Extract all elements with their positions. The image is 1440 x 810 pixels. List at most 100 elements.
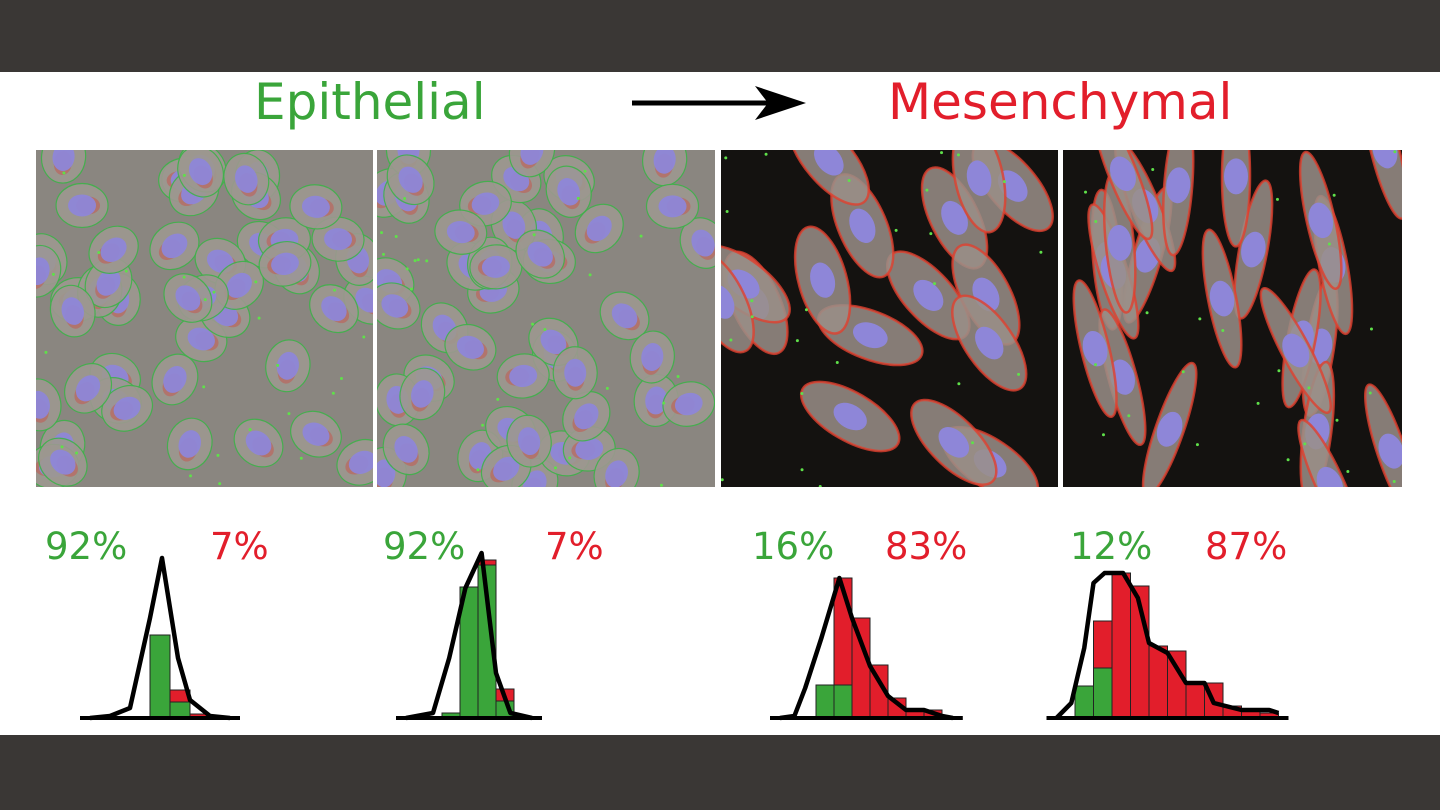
cell (951, 294, 1028, 392)
green-dot (729, 338, 733, 342)
nucleus (394, 435, 418, 463)
bar-red (851, 617, 871, 719)
green-dot (804, 308, 808, 312)
green-dot (1084, 190, 1088, 194)
nucleus (523, 470, 547, 487)
cell (290, 410, 342, 458)
nucleus (276, 351, 299, 380)
green-dot (405, 267, 409, 271)
green-dot (380, 231, 384, 235)
cell (36, 244, 62, 298)
green-dot (835, 360, 839, 364)
green-dot (1393, 150, 1397, 154)
cell (506, 414, 552, 468)
cell (233, 418, 284, 468)
nucleus (324, 228, 353, 251)
green-dot (531, 322, 535, 326)
green-dot (425, 259, 429, 263)
nucleus (941, 200, 968, 235)
nucleus (557, 178, 581, 206)
green-dot (248, 428, 252, 432)
cell (1092, 150, 1154, 241)
green-dot (216, 453, 220, 457)
cell (88, 225, 139, 274)
nucleus (691, 229, 715, 257)
cell (149, 221, 200, 271)
green-dot (956, 153, 960, 157)
nucleus (175, 285, 201, 311)
histograms (80, 550, 1289, 721)
green-dot (1145, 311, 1149, 315)
green-dot (847, 178, 851, 182)
nucleus (36, 257, 50, 286)
nucleus (1166, 167, 1191, 204)
micrograph-panel-4 (1063, 150, 1402, 487)
mesenchymal-title: Mesenchymal (888, 73, 1233, 131)
nucleus (1109, 156, 1136, 192)
cell (1298, 150, 1343, 290)
nucleus (493, 456, 520, 481)
green-dot (1195, 443, 1199, 447)
cell (1072, 279, 1118, 419)
nucleus (61, 297, 84, 325)
nucleus (75, 375, 101, 402)
cell (552, 346, 598, 400)
green-dot (568, 456, 572, 460)
green-dot (1392, 479, 1396, 483)
green-percent-2: 92% (383, 525, 466, 568)
nucleus (653, 150, 676, 174)
green-dot (764, 152, 768, 156)
cell (562, 391, 611, 442)
nucleus (271, 252, 299, 275)
green-dot (413, 259, 417, 263)
green-dot (212, 290, 216, 294)
cell (1297, 418, 1363, 487)
nucleus (52, 150, 75, 172)
green-dot (62, 171, 66, 175)
green-dot (203, 298, 207, 302)
cell (258, 241, 312, 287)
nucleus (471, 192, 500, 215)
green-dot (929, 232, 933, 236)
nucleus (645, 386, 668, 415)
epithelial-title: Epithelial (254, 73, 486, 131)
cell (793, 225, 852, 335)
nucleus (226, 272, 252, 298)
cell (545, 165, 592, 218)
micrograph-panel-1 (36, 150, 373, 487)
cell (1141, 361, 1198, 487)
nucleus (96, 269, 121, 296)
cell (336, 438, 373, 486)
green-dot (331, 391, 335, 395)
cell (36, 378, 62, 432)
nucleus (574, 403, 599, 430)
cell (642, 150, 688, 187)
nucleus (1308, 202, 1334, 239)
nucleus (113, 396, 141, 420)
green-dot (416, 258, 420, 262)
bar-red (1111, 572, 1131, 719)
green-dot (639, 234, 643, 238)
nucleus (1209, 280, 1235, 317)
cell (386, 154, 435, 206)
nucleus (245, 430, 272, 456)
cell (382, 423, 430, 476)
green-dot (1369, 327, 1373, 331)
green-dot (957, 382, 961, 386)
green-dot (75, 451, 79, 455)
green-dot (583, 169, 587, 173)
nucleus (178, 430, 202, 458)
green-dot (800, 468, 804, 472)
cell (574, 203, 624, 254)
nucleus (1316, 466, 1344, 487)
cell (151, 353, 199, 406)
nucleus (377, 459, 396, 487)
green-dot (60, 445, 64, 449)
nucleus (913, 279, 944, 311)
nucleus (1282, 333, 1310, 368)
nucleus (446, 221, 475, 244)
red-percent-4: 87% (1205, 525, 1288, 568)
cell (166, 417, 213, 471)
nucleus (355, 287, 373, 313)
nucleus (321, 296, 347, 322)
